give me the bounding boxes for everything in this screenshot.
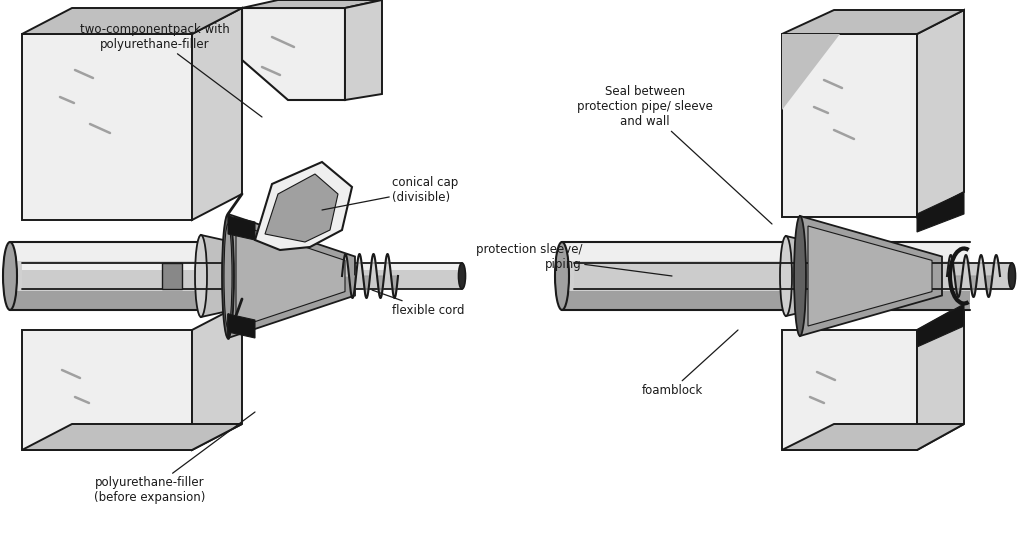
Polygon shape — [782, 34, 918, 217]
Polygon shape — [918, 10, 964, 217]
Polygon shape — [574, 263, 1012, 289]
Polygon shape — [201, 235, 237, 317]
Ellipse shape — [780, 236, 792, 316]
Polygon shape — [228, 216, 255, 240]
Polygon shape — [22, 34, 193, 220]
Ellipse shape — [232, 243, 242, 309]
Polygon shape — [800, 216, 942, 336]
Ellipse shape — [815, 244, 825, 308]
Polygon shape — [782, 34, 840, 110]
Text: foamblock: foamblock — [641, 330, 738, 396]
Polygon shape — [808, 226, 932, 326]
Polygon shape — [236, 224, 345, 328]
Polygon shape — [562, 242, 970, 310]
Ellipse shape — [195, 235, 207, 317]
Polygon shape — [22, 330, 193, 450]
Polygon shape — [22, 263, 462, 289]
Ellipse shape — [555, 242, 569, 310]
Polygon shape — [345, 0, 382, 100]
Ellipse shape — [3, 242, 17, 310]
Text: Seal between
protection pipe/ sleeve
and wall: Seal between protection pipe/ sleeve and… — [578, 86, 772, 224]
Polygon shape — [193, 304, 242, 450]
Ellipse shape — [459, 263, 466, 289]
Polygon shape — [193, 8, 242, 220]
Polygon shape — [228, 214, 355, 338]
Polygon shape — [782, 424, 964, 450]
Polygon shape — [22, 424, 242, 450]
Polygon shape — [22, 263, 462, 269]
Polygon shape — [162, 263, 182, 289]
Polygon shape — [837, 263, 860, 289]
Text: polyurethane-filler
(before expansion): polyurethane-filler (before expansion) — [94, 412, 255, 504]
Ellipse shape — [224, 224, 232, 328]
Polygon shape — [782, 10, 964, 34]
Polygon shape — [562, 242, 970, 261]
Ellipse shape — [794, 216, 806, 336]
Polygon shape — [242, 0, 382, 8]
Ellipse shape — [222, 214, 234, 338]
Text: two-componentpack with
polyurethane-filler: two-componentpack with polyurethane-fill… — [80, 23, 262, 117]
Text: protection sleeve/
piping: protection sleeve/ piping — [475, 243, 672, 276]
Polygon shape — [562, 291, 970, 310]
Polygon shape — [228, 314, 255, 338]
Text: flexible cord: flexible cord — [372, 290, 465, 316]
Polygon shape — [10, 291, 212, 310]
Polygon shape — [228, 242, 342, 312]
Polygon shape — [782, 330, 918, 450]
Text: conical cap
(divisible): conical cap (divisible) — [322, 176, 459, 210]
Polygon shape — [242, 8, 345, 100]
Ellipse shape — [1009, 263, 1016, 289]
Polygon shape — [918, 192, 964, 232]
Polygon shape — [786, 236, 820, 316]
Polygon shape — [918, 304, 964, 450]
Polygon shape — [10, 242, 212, 310]
Polygon shape — [265, 174, 338, 242]
Polygon shape — [918, 304, 964, 347]
Polygon shape — [10, 242, 212, 261]
Polygon shape — [22, 8, 242, 34]
Polygon shape — [800, 242, 887, 312]
Polygon shape — [255, 162, 352, 250]
